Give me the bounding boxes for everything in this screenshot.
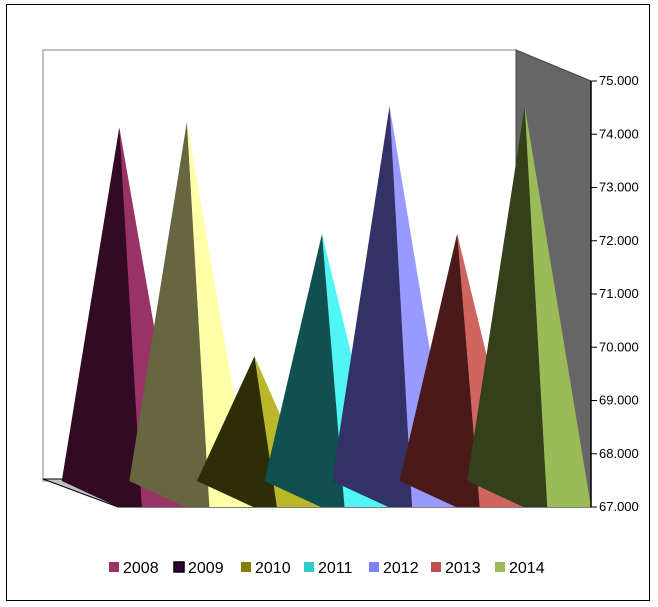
- pyramid-2013-side: [399, 233, 490, 507]
- y-tick-label: 74.000: [599, 126, 639, 141]
- legend-swatch-2008: [109, 562, 119, 572]
- y-axis: 67.000 68.000 69.000 70.000 71.000 72.000 73.0…: [590, 73, 639, 514]
- legend-label-2011: 2011: [318, 560, 353, 577]
- pyramid-2012-side: [332, 105, 423, 507]
- chart-legend: 2008 2009 2010 2011 2012 2013 2014: [109, 560, 545, 577]
- legend-label-2010: 2010: [255, 560, 291, 577]
- legend-label-2009: 2009: [188, 560, 224, 577]
- legend-swatch-2010: [241, 562, 251, 572]
- y-tick-label: 72.000: [599, 233, 639, 248]
- pyramid-chart: 67.000 68.000 69.000 70.000 71.000 72.000 73.0…: [42, 49, 639, 577]
- y-tick-label: 70.000: [599, 339, 639, 354]
- pyramid-2011-side: [264, 233, 355, 507]
- pyramid-2008-side: [61, 127, 152, 507]
- y-tick-label: 67.000: [599, 499, 639, 514]
- legend-swatch-2013: [431, 562, 441, 572]
- pyramid-2014-side: [467, 105, 558, 507]
- legend-swatch-2012: [369, 562, 379, 572]
- legend-label-2008: 2008: [123, 560, 159, 577]
- legend-label-2014: 2014: [509, 560, 545, 577]
- y-tick-label: 73.000: [599, 180, 639, 195]
- y-tick-label: 71.000: [599, 286, 639, 301]
- pyramid-2009-side: [129, 121, 220, 508]
- y-tick-label: 75.000: [599, 73, 639, 88]
- legend-swatch-2011: [304, 562, 314, 572]
- legend-swatch-2009: [173, 561, 185, 573]
- chart-frame: 67.000 68.000 69.000 70.000 71.000 72.000 73.0…: [6, 4, 650, 601]
- legend-label-2013: 2013: [445, 560, 481, 577]
- legend-swatch-2014: [495, 562, 505, 572]
- pyramid-2010-side: [196, 356, 287, 507]
- chart-pyramids: [61, 105, 591, 508]
- y-tick-label: 68.000: [599, 446, 639, 461]
- y-tick-label: 69.000: [599, 393, 639, 408]
- pyramid-2014: [524, 105, 591, 507]
- legend-label-2012: 2012: [383, 560, 419, 577]
